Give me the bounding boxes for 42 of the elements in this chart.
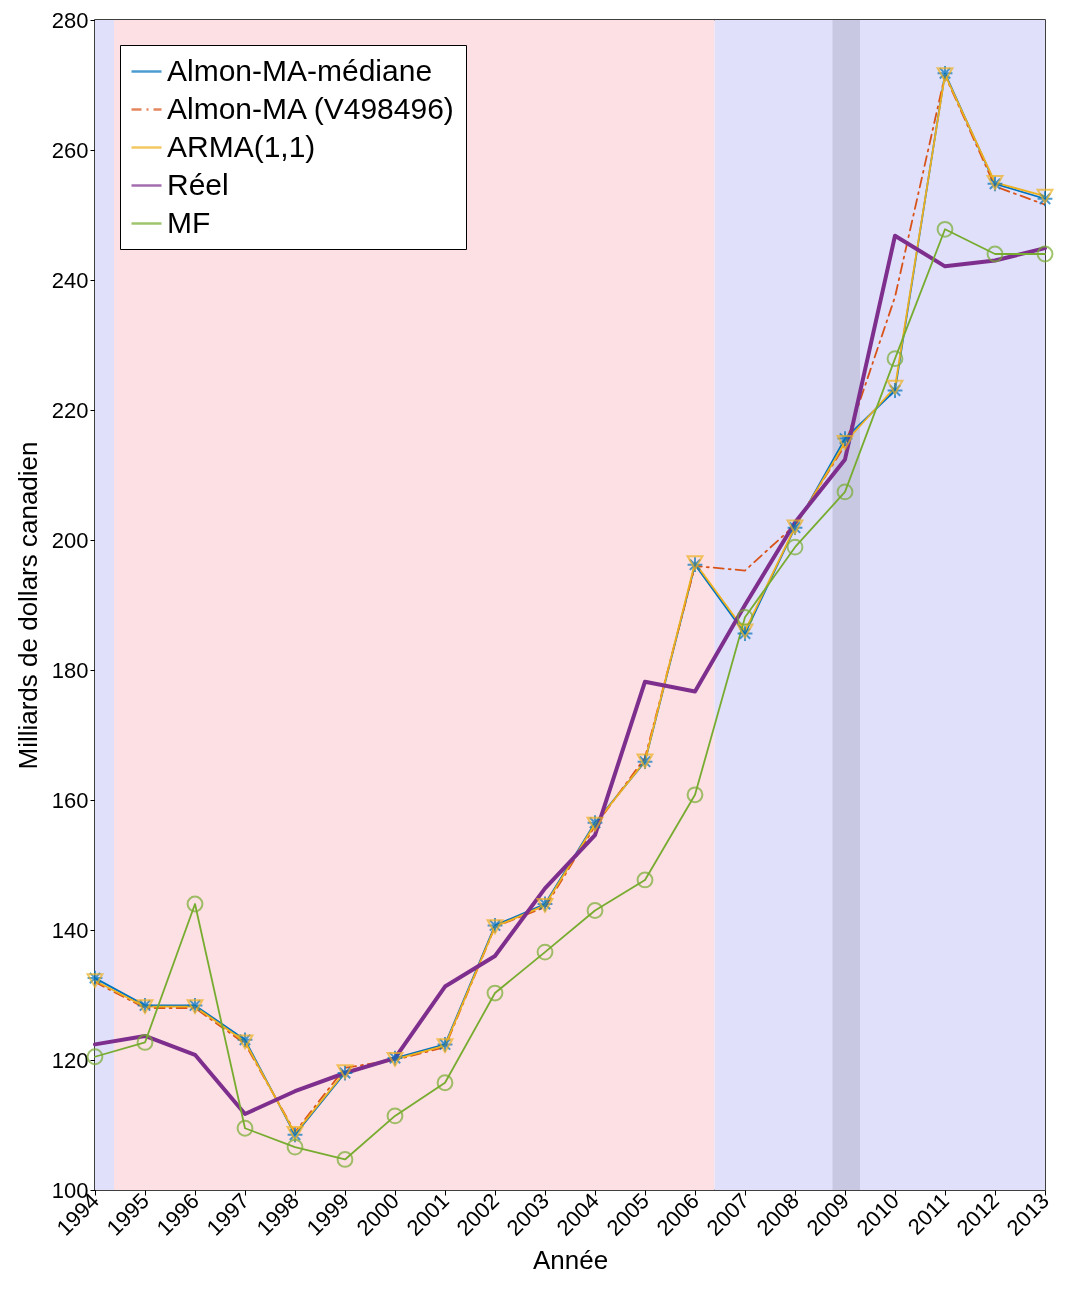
y-tick-label: 180 bbox=[51, 657, 89, 683]
legend-label: Almon-MA-médiane bbox=[167, 53, 433, 87]
y-tick-label: 260 bbox=[51, 137, 89, 163]
point bbox=[236, 1119, 254, 1137]
point bbox=[336, 1151, 354, 1168]
legend-label: Almon-MA (V498496) bbox=[167, 91, 454, 125]
point bbox=[986, 245, 1004, 263]
point bbox=[736, 608, 754, 626]
point bbox=[836, 430, 854, 448]
point bbox=[436, 1074, 454, 1092]
y-tick-label: 200 bbox=[51, 527, 89, 553]
point bbox=[386, 1107, 404, 1125]
y-tick-label: 280 bbox=[51, 7, 89, 33]
point bbox=[1036, 188, 1054, 204]
point bbox=[286, 1138, 304, 1156]
x-axis-title: Année bbox=[532, 1244, 609, 1275]
point bbox=[186, 895, 204, 913]
point bbox=[836, 435, 854, 450]
y-tick-label: 140 bbox=[51, 917, 89, 943]
point bbox=[486, 984, 504, 1002]
point bbox=[686, 786, 704, 804]
point bbox=[1036, 245, 1054, 263]
point bbox=[786, 538, 804, 556]
point bbox=[86, 1048, 104, 1066]
point bbox=[586, 902, 604, 919]
point bbox=[936, 220, 954, 238]
point bbox=[86, 973, 104, 989]
point bbox=[886, 379, 904, 395]
y-tick-label: 160 bbox=[51, 787, 89, 813]
y-axis-title: Milliards de dollars canadien bbox=[12, 441, 43, 770]
point bbox=[536, 943, 554, 961]
point bbox=[886, 350, 904, 368]
y-tick-label: 240 bbox=[51, 267, 89, 293]
legend-label: MF bbox=[167, 205, 211, 239]
point bbox=[836, 483, 854, 501]
point bbox=[636, 871, 654, 889]
point bbox=[136, 1034, 154, 1051]
y-tick-label: 220 bbox=[51, 397, 89, 423]
legend-label: Réel bbox=[167, 167, 229, 201]
point bbox=[86, 969, 104, 987]
legend-label: ARMA(1,1) bbox=[167, 129, 316, 163]
y-tick-label: 120 bbox=[51, 1047, 89, 1073]
